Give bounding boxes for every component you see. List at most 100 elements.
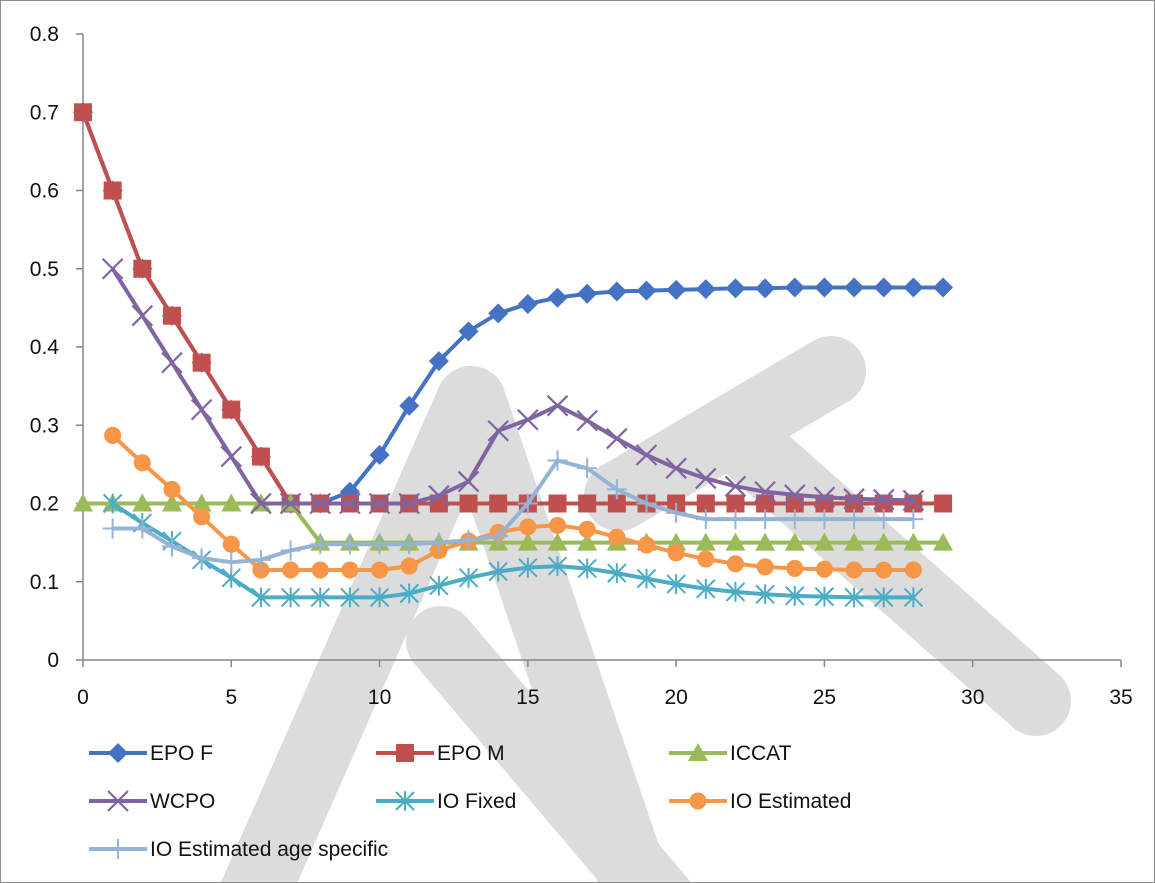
data-point (902, 489, 925, 512)
series-wcpo (101, 257, 925, 515)
data-point (517, 408, 539, 431)
data-point (577, 558, 597, 579)
data-point (222, 400, 241, 419)
data-point (162, 306, 181, 325)
data-point (903, 587, 924, 608)
x-tick-label: 15 (516, 686, 539, 709)
data-point (369, 587, 390, 608)
legend-marker (107, 790, 129, 812)
data-point (875, 561, 893, 579)
draft-watermark (221, 336, 1071, 882)
data-point (132, 518, 153, 539)
y-tick-label: 0.6 (30, 180, 59, 203)
data-point (755, 509, 776, 530)
data-point (844, 532, 865, 551)
data-point (280, 540, 301, 561)
data-point (814, 532, 835, 551)
data-point (607, 563, 627, 584)
data-point (813, 486, 836, 509)
data-point (250, 549, 271, 570)
data-point (725, 278, 746, 299)
legend-label: WCPO (150, 790, 215, 813)
data-point (429, 575, 449, 596)
data-point (756, 558, 774, 576)
legend-item: ICCAT (669, 742, 792, 765)
data-point (221, 552, 242, 573)
data-point (814, 586, 835, 607)
data-point (577, 458, 598, 479)
data-point (73, 493, 93, 512)
data-point (636, 493, 657, 514)
data-point (606, 427, 628, 450)
data-point (665, 457, 687, 480)
data-point (280, 587, 301, 608)
data-point (547, 532, 568, 551)
watermark-stroke (221, 366, 506, 882)
data-point (102, 518, 123, 539)
legend-item: EPO F (89, 742, 213, 765)
data-point (192, 353, 211, 372)
y-tick-label: 0.7 (30, 101, 59, 124)
data-point (903, 532, 924, 551)
data-point (904, 561, 922, 579)
data-point (459, 494, 478, 513)
data-point (636, 568, 657, 589)
data-point (311, 561, 329, 579)
data-point (252, 561, 270, 579)
legend-marker (396, 744, 414, 762)
series-line (111, 433, 914, 573)
legend-marker (688, 743, 708, 761)
data-point (724, 475, 747, 498)
legend-marker (395, 791, 415, 811)
legend-marker (108, 839, 128, 859)
chart-series (73, 102, 954, 608)
data-point (636, 280, 657, 301)
data-point (725, 532, 746, 551)
data-point (309, 492, 332, 515)
data-point (695, 279, 716, 300)
data-point (251, 447, 270, 466)
data-point (222, 535, 240, 553)
y-tick-label: 0.8 (30, 23, 59, 46)
data-point (488, 526, 509, 547)
x-tick-label: 25 (813, 686, 836, 709)
data-point (74, 103, 92, 122)
data-point (784, 509, 805, 530)
data-point (754, 480, 776, 503)
data-point (517, 493, 538, 514)
data-point (428, 484, 450, 507)
data-point (488, 561, 508, 582)
data-point (547, 556, 568, 576)
data-point (428, 532, 449, 553)
data-point (310, 587, 330, 608)
legend-label: EPO M (437, 742, 505, 765)
data-point (784, 532, 805, 551)
data-point (814, 509, 835, 530)
legend-item: IO Estimated age specific (89, 838, 388, 861)
legend-item: IO Estimated (669, 790, 851, 813)
x-tick-label: 20 (664, 686, 687, 709)
data-point (399, 534, 420, 555)
data-point (606, 281, 627, 302)
data-point (458, 321, 479, 342)
data-point (458, 530, 479, 551)
data-point (695, 509, 716, 530)
data-point (132, 493, 153, 512)
data-point (104, 426, 122, 444)
data-point (934, 494, 953, 513)
data-point (517, 293, 538, 314)
data-point (695, 467, 717, 490)
data-point (696, 494, 715, 513)
data-point (577, 532, 598, 551)
data-point (517, 532, 538, 551)
data-point (282, 561, 300, 579)
data-point (251, 587, 271, 608)
y-tick-label: 0.4 (30, 336, 60, 359)
data-point (844, 587, 864, 608)
data-point (815, 560, 833, 578)
data-point (161, 351, 183, 374)
data-point (903, 277, 924, 298)
x-tick-label: 0 (77, 686, 89, 709)
data-point (368, 492, 391, 515)
